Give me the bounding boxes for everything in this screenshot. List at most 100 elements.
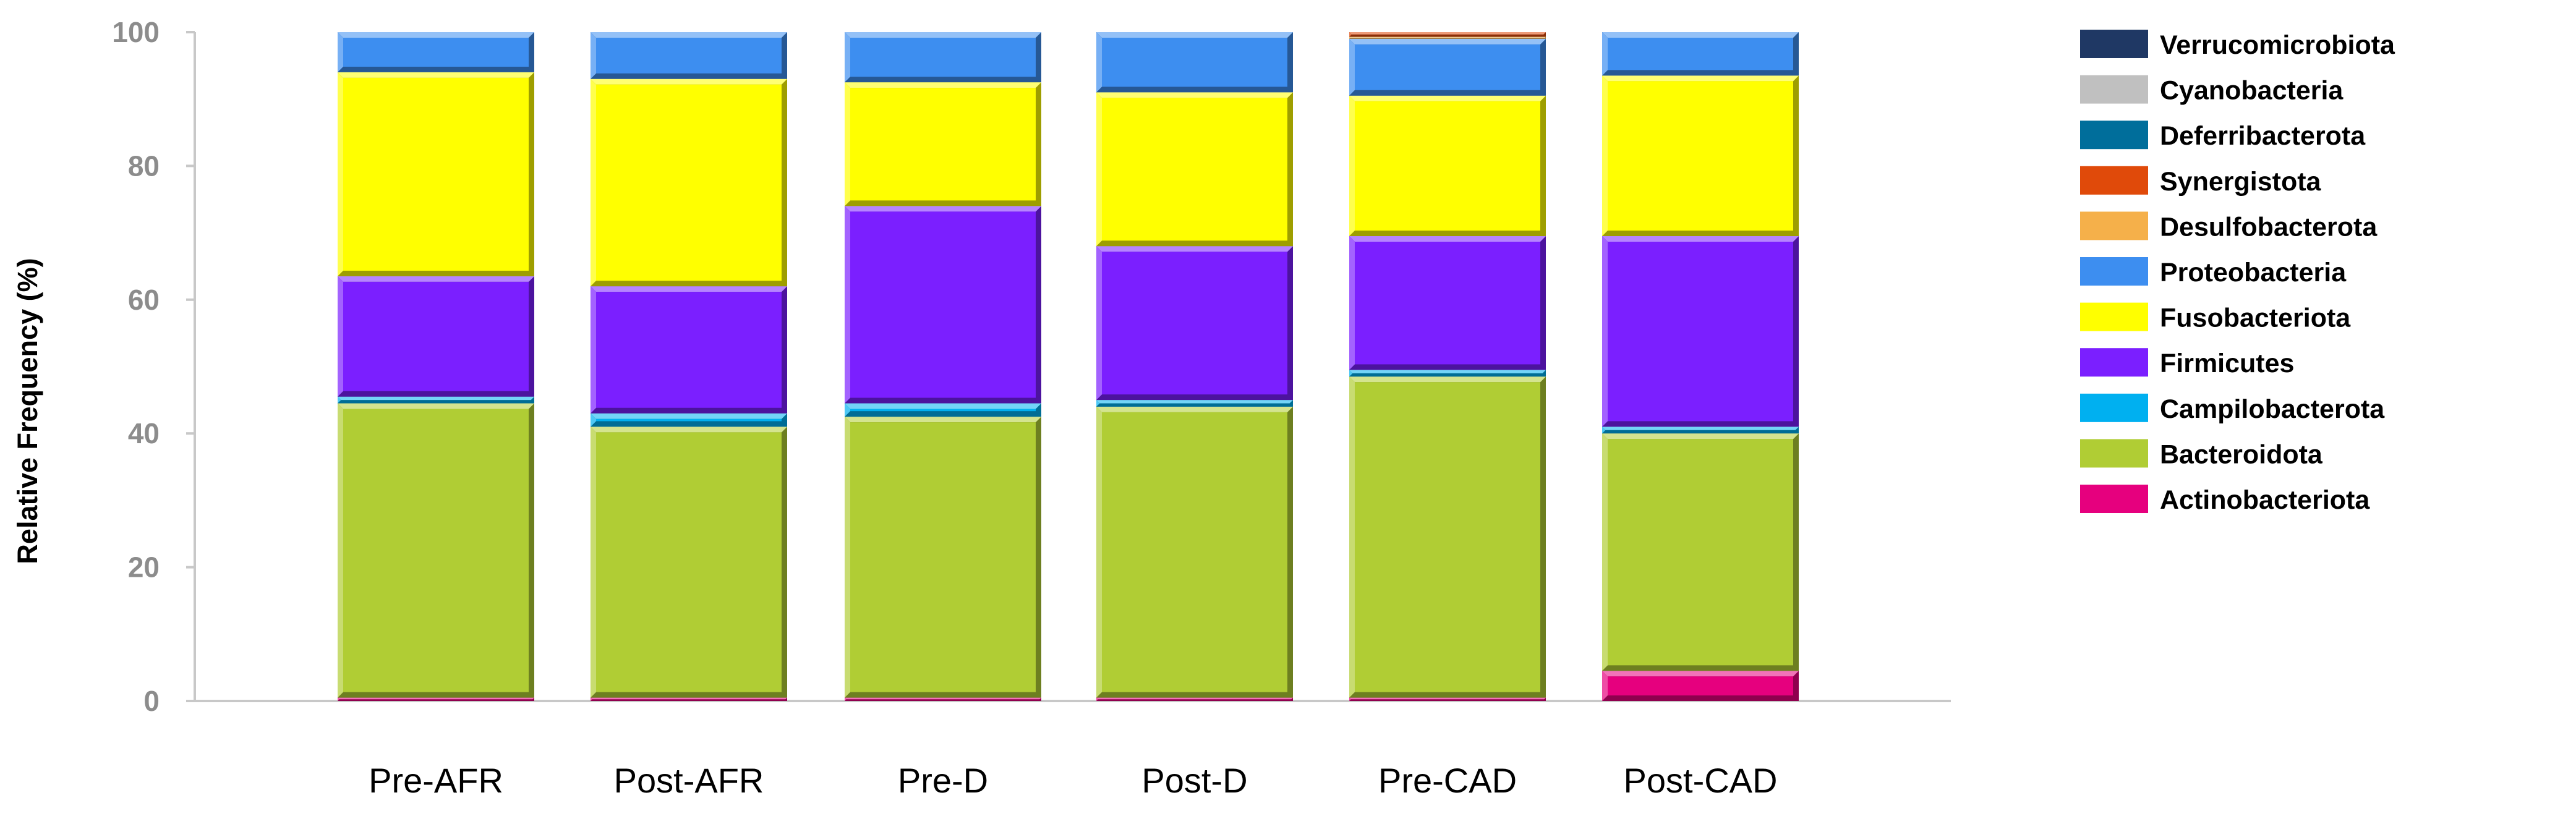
y-axis-title-group: Relative Frequency (%): [12, 258, 43, 564]
bar-segment-shadow: [1349, 32, 1546, 37]
bar-segment-face: [1102, 412, 1287, 692]
bar-segment: [1096, 406, 1293, 698]
bar-stack: [1096, 32, 1293, 701]
bar-segment: [1349, 32, 1546, 37]
bar-segment-highlight-left: [1602, 75, 1608, 237]
bar-segment-highlight-left: [1349, 236, 1355, 370]
x-tick-label: Post-D: [1141, 761, 1247, 800]
legend-swatch: [2080, 439, 2148, 468]
bar-segment-highlight-top: [845, 403, 1041, 409]
bar-segment-highlight-left: [845, 417, 850, 698]
bar-segment-highlight-top: [845, 206, 1041, 212]
bar-segment-highlight-left: [1349, 376, 1355, 698]
legend-label: Cyanobacteria: [2160, 76, 2344, 106]
bar-segment-highlight-left: [591, 32, 596, 79]
bar-segment-face: [1102, 252, 1287, 395]
bar-segment-highlight-left: [591, 286, 596, 414]
bar-segment: [1096, 400, 1293, 407]
bar-segment-face: [343, 409, 529, 692]
bar-segment: [845, 32, 1041, 83]
legend-label: Firmicutes: [2160, 349, 2294, 378]
legend-item: Verrucomicrobiota: [2080, 30, 2395, 60]
legend-label: Desulfobacterota: [2160, 212, 2378, 242]
bar-segment-face: [1608, 38, 1793, 70]
legend-item: Synergistota: [2080, 166, 2322, 197]
x-tick-label: Post-AFR: [614, 761, 764, 800]
bar-segment-highlight-left: [1096, 697, 1098, 701]
bar-segment-face: [1355, 101, 1540, 231]
bar-segment: [845, 206, 1041, 404]
bar-segment: [1349, 236, 1546, 370]
bar-segment-highlight-top: [1602, 427, 1799, 430]
bars: [338, 32, 1799, 701]
legend-item: Actinobacteriota: [2080, 485, 2370, 515]
legend-item: Bacteroidota: [2080, 439, 2323, 469]
bar-segment-face: [596, 84, 782, 281]
legend-swatch: [2080, 30, 2148, 58]
bar-stack: [1349, 32, 1546, 701]
bar-segment-highlight-top: [1349, 36, 1546, 38]
bar-segment-highlight-left: [1349, 697, 1351, 701]
bar-segment-highlight-top: [338, 72, 534, 78]
bar-segment-face: [850, 38, 1036, 77]
bar-segment-highlight-top: [591, 427, 787, 433]
bar-segment-highlight-left: [845, 82, 850, 206]
bar-segment: [338, 32, 534, 72]
bar-segment-face: [1608, 676, 1793, 695]
bar-segment: [338, 72, 534, 276]
bar-segment-highlight-left: [338, 697, 339, 701]
bar-segment-highlight-top: [338, 396, 534, 401]
bar-segment-highlight-top: [1349, 236, 1546, 242]
bar-segment-highlight-left: [1349, 36, 1350, 39]
bar-segment-highlight-top: [591, 32, 787, 38]
bar-segment-highlight-top: [1602, 671, 1799, 677]
bar-segment-highlight-left: [338, 276, 343, 397]
bar-segment-highlight-left: [1602, 427, 1606, 434]
bar-segment-highlight-left: [1602, 671, 1608, 701]
bar-segment-face: [596, 432, 782, 692]
bar-segment-face: [850, 409, 1036, 412]
legend-swatch: [2080, 485, 2148, 513]
bar-segment: [338, 697, 534, 701]
x-labels: Pre-AFR Post-AFR Pre-D Post-D Pre-CAD Post-CA…: [369, 761, 1777, 800]
bar-segment: [845, 82, 1041, 206]
bar-segment-highlight-left: [845, 206, 850, 404]
legend-swatch: [2080, 393, 2148, 422]
y-ticks: 0 20 40 60 80 100: [112, 16, 195, 717]
legend-swatch: [2080, 166, 2148, 195]
bar-segment-face: [596, 418, 782, 422]
bar-segment-highlight-top: [1349, 376, 1546, 383]
y-tick-label: 100: [112, 16, 160, 48]
y-tick-label: 60: [128, 284, 160, 316]
bar-segment-highlight-top: [845, 417, 1041, 423]
x-tick-label: Pre-AFR: [369, 761, 503, 800]
bar-segment-highlight-top: [1349, 95, 1546, 101]
bar-segment-highlight-top: [1349, 370, 1546, 373]
bar-segment-highlight-left: [845, 697, 847, 701]
bar-segment: [845, 417, 1041, 698]
bar-segment: [1349, 376, 1546, 698]
bar-stack: [1602, 32, 1799, 701]
bar-segment-highlight-top: [1602, 75, 1799, 82]
bar-segment-highlight-top: [338, 276, 534, 282]
bar-segment-highlight-left: [845, 32, 850, 83]
bar-segment-highlight-top: [591, 413, 787, 419]
bar-segment-highlight-left: [338, 403, 343, 698]
legend-label: Synergistota: [2160, 167, 2322, 197]
bar-segment-face: [1355, 44, 1540, 90]
bar-segment-highlight-top: [338, 32, 534, 38]
bar-segment-highlight-top: [845, 82, 1041, 88]
bar-segment-highlight-top: [591, 286, 787, 292]
bar-segment-face: [1102, 38, 1287, 87]
bar-segment-highlight-top: [591, 697, 787, 700]
legend: Verrucomicrobiota Cyanobacteria Deferribac…: [2080, 30, 2395, 515]
legend-label: Campilobacterota: [2160, 394, 2385, 424]
bar-segment-highlight-top: [338, 697, 534, 700]
y-tick-label: 20: [128, 551, 160, 584]
bar-segment-highlight-top: [845, 697, 1041, 700]
bar-segment-highlight-left: [591, 697, 592, 701]
legend-swatch: [2080, 302, 2148, 331]
bar-segment: [1602, 236, 1799, 427]
bar-segment: [1096, 32, 1293, 93]
